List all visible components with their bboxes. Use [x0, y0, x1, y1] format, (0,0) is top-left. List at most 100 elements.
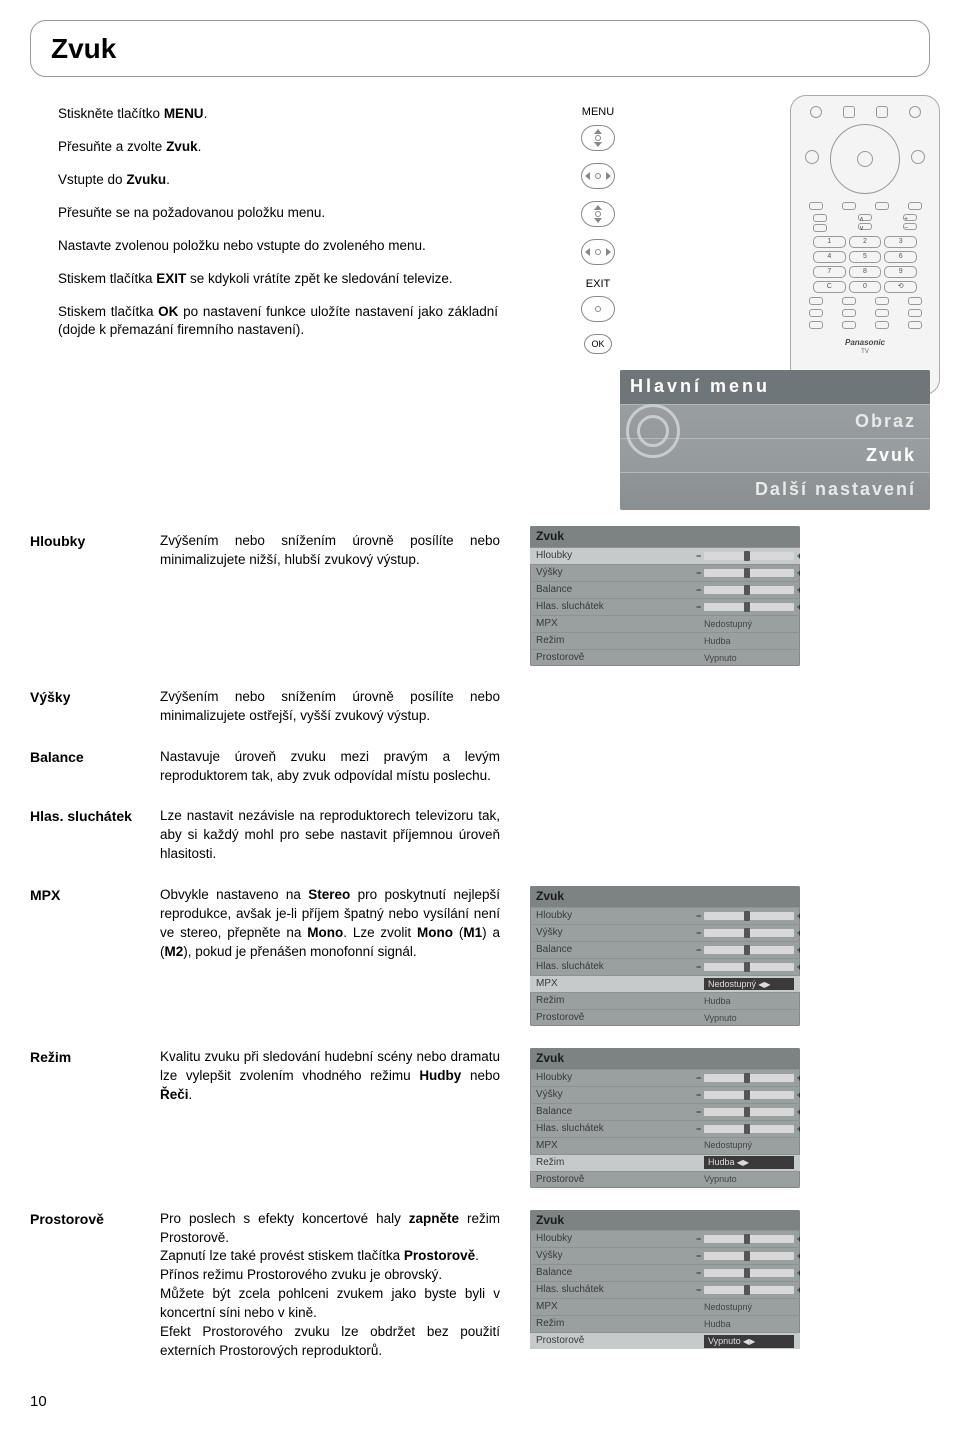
- osd-row: RežimHudba ◀▶: [530, 1154, 800, 1171]
- osd-slider: −+: [704, 912, 794, 920]
- osd-row-label: Prostorově: [536, 651, 704, 665]
- remote-key: C: [813, 281, 846, 293]
- intro-line: Vstupte do Zvuku.: [58, 171, 498, 190]
- osd-row-label: MPX: [536, 1139, 704, 1153]
- def-term: Výšky: [30, 688, 160, 708]
- nav-exit-icon: [581, 296, 615, 322]
- def-text: Zvýšením nebo snížením úrovně posílíte n…: [160, 688, 500, 726]
- def-text: Pro poslech s efekty koncertové haly zap…: [160, 1210, 500, 1361]
- remote-key: 5: [849, 251, 882, 263]
- remote-key: 2: [849, 236, 882, 248]
- remote-brand: Panasonic: [799, 337, 931, 348]
- osd-row-label: Režim: [536, 634, 704, 648]
- osd-row-value: Nedostupný: [704, 1139, 794, 1152]
- osd-panel: ZvukHloubky−+Výšky−+Balance−+Hlas. sluch…: [530, 886, 800, 1026]
- intro-line: Stiskem tlačítka OK po nastavení funkce …: [58, 303, 498, 341]
- osd-row: MPXNedostupný: [530, 1137, 800, 1154]
- osd-row-value: Hudba: [704, 995, 794, 1008]
- remote-key: 0: [849, 281, 882, 293]
- remote-key: 8: [849, 266, 882, 278]
- osd-row-label: Výšky: [536, 1249, 704, 1263]
- osd-row-label: Balance: [536, 1266, 704, 1280]
- osd-row-label: Hlas. sluchátek: [536, 1122, 704, 1136]
- osd-row-label: MPX: [536, 977, 704, 991]
- osd-row: MPXNedostupný: [530, 615, 800, 632]
- osd-row: ProstorověVypnuto ◀▶: [530, 1332, 800, 1349]
- osd-row: ProstorověVypnuto: [530, 1009, 800, 1026]
- osd-slider: −+: [704, 946, 794, 954]
- osd-row-value: Vypnuto: [704, 1173, 794, 1186]
- osd-row-value: Vypnuto: [704, 652, 794, 665]
- osd-slider: −+◀▶: [704, 552, 794, 560]
- osd-row-label: Režim: [536, 994, 704, 1008]
- nav-icon-column: MENU EXIT OK: [568, 105, 628, 354]
- osd-slider: −+: [704, 1074, 794, 1082]
- nav-up-down-icon: [581, 201, 615, 227]
- osd-slider: −+: [704, 1252, 794, 1260]
- osd-slider: −+: [704, 603, 794, 611]
- osd-row: Hloubky−+: [530, 1069, 800, 1086]
- osd-row-value: Nedostupný ◀▶: [704, 978, 794, 991]
- intro-line: Nastavte zvolenou položku nebo vstupte d…: [58, 237, 498, 256]
- osd-slider: −+: [704, 929, 794, 937]
- osd-row-value: Hudba: [704, 1318, 794, 1331]
- intro-line: Stiskněte tlačítko MENU.: [58, 105, 498, 124]
- menu-label: MENU: [568, 105, 628, 120]
- osd-slider: −+: [704, 1125, 794, 1133]
- def-text: Nastavuje úroveň zvuku mezi pravým a lev…: [160, 748, 500, 786]
- def-term: Balance: [30, 748, 160, 768]
- headphone-icon: [626, 404, 680, 458]
- def-text: Kvalitu zvuku při sledování hudební scén…: [160, 1048, 500, 1105]
- remote-key: ⟲: [884, 281, 917, 293]
- osd-row-label: Hloubky: [536, 909, 704, 923]
- osd-row: Hlas. sluchátek−+: [530, 958, 800, 975]
- nav-left-right-icon: [581, 239, 615, 265]
- osd-row-label: Hloubky: [536, 1071, 704, 1085]
- def-text: Zvýšením nebo snížením úrovně posílíte n…: [160, 532, 500, 570]
- osd-row-label: Výšky: [536, 1088, 704, 1102]
- main-menu-header: Hlavní menu: [620, 370, 930, 403]
- osd-slider: −+: [704, 1091, 794, 1099]
- def-text: Lze nastavit nezávisle na reproduktorech…: [160, 807, 500, 864]
- osd-row-value: Nedostupný: [704, 1301, 794, 1314]
- osd-row: Balance−+: [530, 941, 800, 958]
- osd-row: Výšky−+: [530, 564, 800, 581]
- osd-header: Zvuk: [530, 1210, 800, 1231]
- page-title: Zvuk: [51, 29, 909, 68]
- nav-left-right-icon: [581, 163, 615, 189]
- osd-row: Hlas. sluchátek−+: [530, 1120, 800, 1137]
- osd-row-label: Výšky: [536, 566, 704, 580]
- osd-row: Hloubky−+: [530, 1230, 800, 1247]
- osd-row: ProstorověVypnuto: [530, 649, 800, 666]
- osd-row-label: Hlas. sluchátek: [536, 1283, 704, 1297]
- osd-row: RežimHudba: [530, 1315, 800, 1332]
- osd-row-label: Výšky: [536, 926, 704, 940]
- remote-key: 9: [884, 266, 917, 278]
- osd-slider: −+: [704, 1286, 794, 1294]
- def-term: Režim: [30, 1048, 160, 1068]
- nav-up-down-icon: [581, 125, 615, 151]
- remote-key: 4: [813, 251, 846, 263]
- osd-slider: −+: [704, 1235, 794, 1243]
- def-text: Obvykle nastaveno na Stereo pro poskytnu…: [160, 886, 500, 962]
- remote-key: 6: [884, 251, 917, 263]
- osd-row: Výšky−+: [530, 1086, 800, 1103]
- osd-row: Hlas. sluchátek−+: [530, 598, 800, 615]
- osd-row-label: Hloubky: [536, 1232, 704, 1246]
- osd-slider: −+: [704, 569, 794, 577]
- osd-row-label: MPX: [536, 1300, 704, 1314]
- osd-header: Zvuk: [530, 526, 800, 547]
- exit-label: EXIT: [568, 277, 628, 292]
- osd-row-label: Hlas. sluchátek: [536, 600, 704, 614]
- osd-row: Hloubky−+: [530, 907, 800, 924]
- def-term: Hlas. sluchátek: [30, 807, 160, 827]
- osd-row-label: Prostorově: [536, 1011, 704, 1025]
- intro-line: Přesuňte se na požadovanou položku menu.: [58, 204, 498, 223]
- osd-row-label: Prostorově: [536, 1173, 704, 1187]
- intro-line: Přesuňte a zvolte Zvuk.: [58, 138, 498, 157]
- osd-panel: ZvukHloubky−+Výšky−+Balance−+Hlas. sluch…: [530, 1210, 800, 1350]
- osd-row-label: MPX: [536, 617, 704, 631]
- osd-row: Balance−+: [530, 581, 800, 598]
- osd-row-value: Hudba: [704, 635, 794, 648]
- def-term: MPX: [30, 886, 160, 906]
